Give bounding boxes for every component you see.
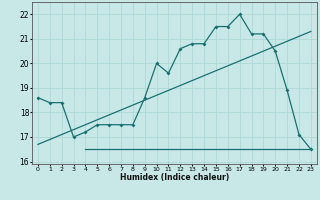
X-axis label: Humidex (Indice chaleur): Humidex (Indice chaleur) bbox=[120, 173, 229, 182]
